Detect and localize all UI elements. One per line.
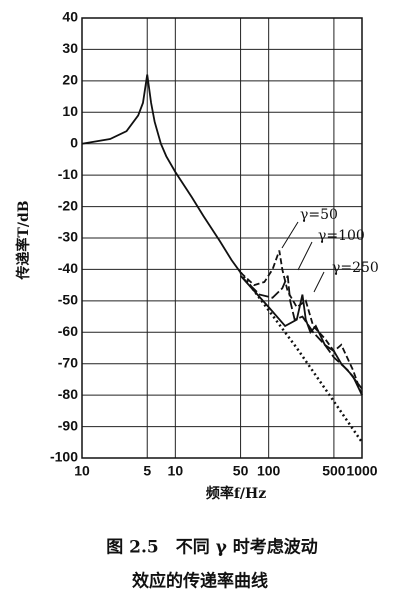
- y-tick-label: -50: [58, 292, 78, 308]
- y-tick-label: -60: [58, 323, 78, 339]
- y-tick-label: -90: [58, 417, 78, 433]
- series-line: [239, 275, 363, 390]
- series-label: γ=50: [300, 207, 338, 223]
- y-tick-label: 20: [62, 72, 78, 88]
- series-line: [239, 250, 363, 396]
- y-tick-label: -20: [58, 197, 78, 213]
- y-tick-label: -40: [58, 260, 78, 276]
- leader-line: [313, 271, 325, 293]
- caption: 图 2.5 不同 γ 时考虑波动: [106, 537, 318, 558]
- y-tick-label: 10: [62, 103, 78, 119]
- x-tick-label: 10: [168, 463, 184, 479]
- x-tick-label: 10: [74, 463, 90, 479]
- y-tick-label: 30: [62, 40, 78, 56]
- y-tick-label: -10: [58, 166, 78, 182]
- leader-line: [281, 221, 299, 249]
- x-tick-label: 5: [143, 463, 151, 479]
- y-tick-label: -70: [58, 354, 78, 370]
- x-tick-label: 500: [322, 463, 346, 479]
- x-tick-label: 50: [233, 463, 249, 479]
- caption: 效应的传递率曲线: [132, 571, 268, 592]
- y-tick-label: -100: [50, 449, 78, 465]
- plot-frame: [81, 17, 363, 459]
- series-label: γ=250: [332, 260, 379, 276]
- y-tick-label: 0: [70, 134, 78, 150]
- x-tick-label: 1000: [346, 463, 377, 479]
- y-axis-label: 传递率T/dB: [15, 200, 32, 280]
- x-axis-label: 频率f/Hz: [206, 485, 266, 502]
- series-line: [81, 74, 242, 274]
- x-tick-label: 100: [257, 463, 281, 479]
- leader-line: [297, 241, 313, 271]
- y-tick-label: -80: [58, 386, 78, 402]
- y-tick-label: 40: [62, 9, 78, 25]
- series-line: [239, 275, 363, 396]
- y-tick-label: -30: [58, 229, 78, 245]
- series-label: γ=100: [318, 228, 365, 244]
